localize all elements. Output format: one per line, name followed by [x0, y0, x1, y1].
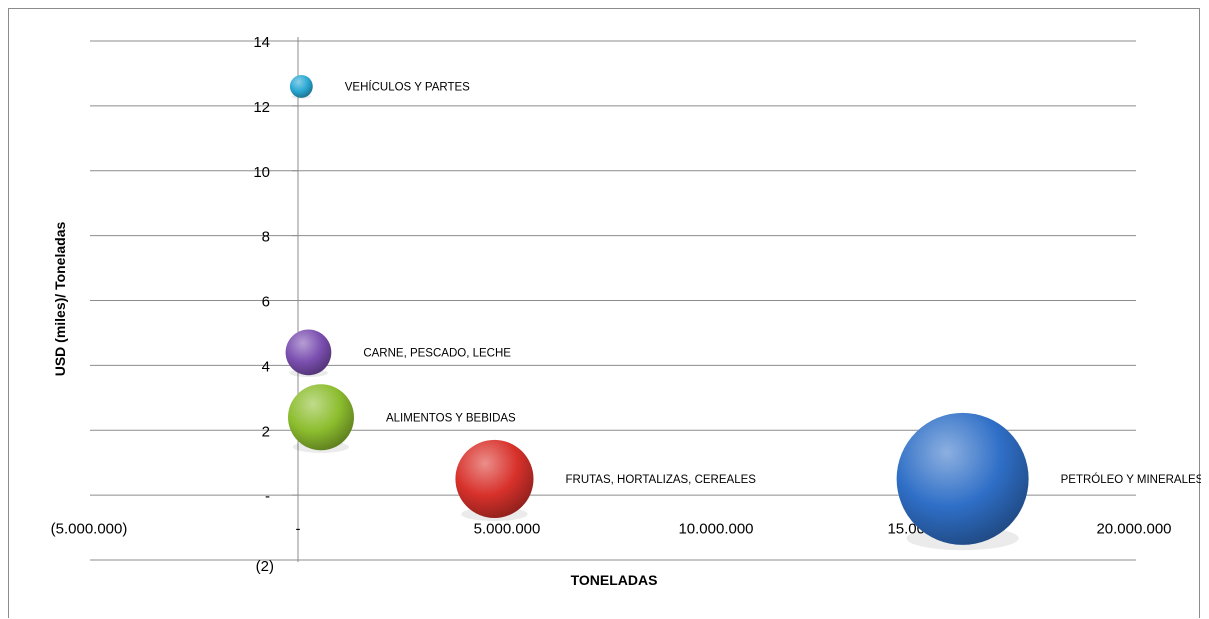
y-tick-label: 14 [253, 34, 270, 51]
x-tick-label: 5.000.000 [474, 521, 541, 538]
bubble [455, 439, 534, 518]
bubble [896, 412, 1029, 545]
y-tick-label: 10 [253, 164, 270, 181]
x-tick-label: - [296, 521, 301, 538]
y-tick-label: (2) [256, 558, 274, 575]
chart-frame: 14 12 10 8 6 4 2 - (2) (5.000.000) - 5.000.000 10.00… [8, 8, 1201, 618]
y-tick-label: 12 [253, 99, 270, 116]
grid-layer [90, 40, 1136, 561]
bubble [287, 384, 354, 451]
y-tick-label: 6 [262, 294, 270, 311]
x-tick-label: (5.000.000) [51, 521, 128, 538]
bubble-label: FRUTAS, HORTALIZAS, CEREALES [566, 474, 757, 486]
y-tick-label: 4 [262, 358, 270, 375]
y-tick-label: - [265, 488, 270, 505]
bubble-label: ALIMENTOS Y BEBIDAS [386, 412, 516, 424]
label-layer: VEHÍCULOS Y PARTES CARNE, PESCADO, LECHE A… [345, 80, 1201, 485]
bubble [289, 74, 313, 98]
x-tick-label: 10.000.000 [678, 521, 753, 538]
y-tick-label: 2 [262, 423, 270, 440]
bubble-chart: 14 12 10 8 6 4 2 - (2) (5.000.000) - 5.000.000 10.00… [51, 34, 1201, 588]
bubble-label: VEHÍCULOS Y PARTES [345, 80, 470, 93]
bubble-label: CARNE, PESCADO, LECHE [363, 347, 511, 359]
y-tick-label: 8 [262, 229, 270, 246]
bubble [285, 329, 332, 376]
y-axis-title: USD (miles)/ Toneladas [52, 222, 68, 377]
x-axis-title: TONELADAS [571, 572, 658, 588]
bubble-label: PETRÓLEO Y MINERALES, [1061, 473, 1201, 486]
bubble-layer [285, 74, 1029, 551]
x-tick-label: 20.000.000 [1096, 521, 1171, 538]
